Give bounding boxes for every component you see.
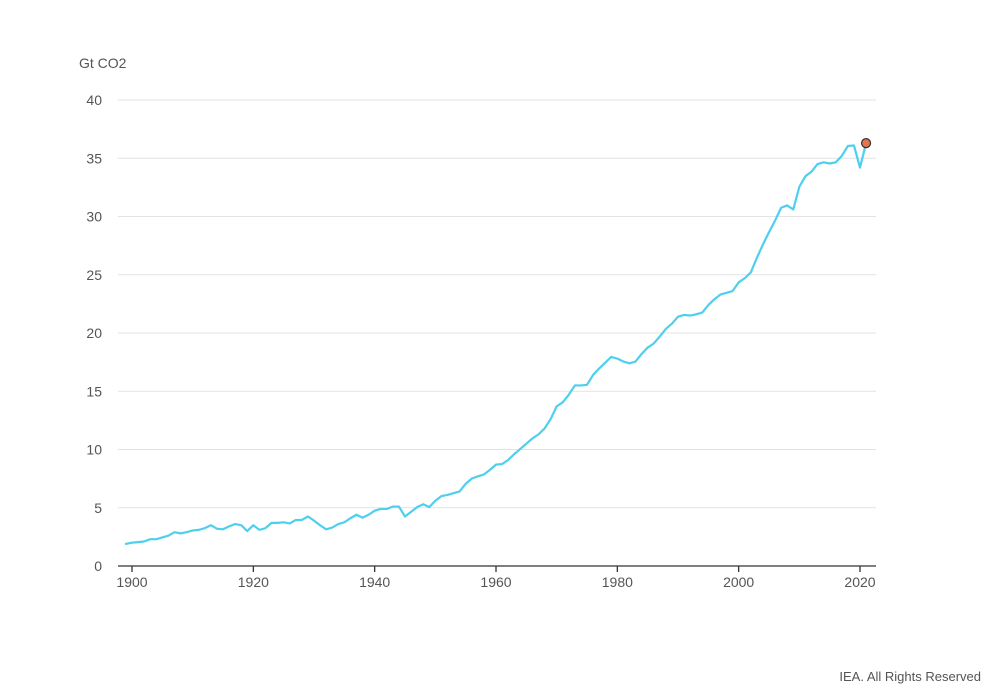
y-tick-label-0: 0: [94, 558, 102, 574]
highlight-layer: [860, 138, 872, 149]
y-tick-label-40: 40: [86, 92, 102, 108]
x-tick-label-1960: 1960: [480, 574, 511, 590]
y-tick-label-5: 5: [94, 500, 102, 516]
x-tick-label-1900: 1900: [116, 574, 147, 590]
x-axis: [118, 565, 876, 572]
y-axis-unit-label: Gt CO2: [79, 55, 127, 71]
x-tick-label-1920: 1920: [238, 574, 269, 590]
y-tick-label-30: 30: [86, 209, 102, 225]
y-tick-label-35: 35: [86, 150, 102, 166]
x-tick-label-2020: 2020: [844, 574, 875, 590]
highlight-point-marker: [860, 138, 872, 149]
y-tick-label-15: 15: [86, 383, 102, 399]
series-line-0: [124, 142, 868, 545]
x-axis-tick-labels: 1900 1920 1940 1960 1980 2000 2020: [116, 574, 875, 590]
y-tick-label-20: 20: [86, 325, 102, 341]
x-tick-label-1980: 1980: [602, 574, 633, 590]
y-axis-tick-labels: 0 5 10 15 20 25 30 35 40: [86, 92, 102, 574]
y-tick-label-25: 25: [86, 267, 102, 283]
gridlines: [118, 99, 876, 509]
copyright-credit: IEA. All Rights Reserved: [839, 669, 981, 684]
x-tick-label-2000: 2000: [723, 574, 754, 590]
series-group: [124, 142, 868, 545]
x-tick-label-1940: 1940: [359, 574, 390, 590]
y-tick-label-10: 10: [86, 442, 102, 458]
